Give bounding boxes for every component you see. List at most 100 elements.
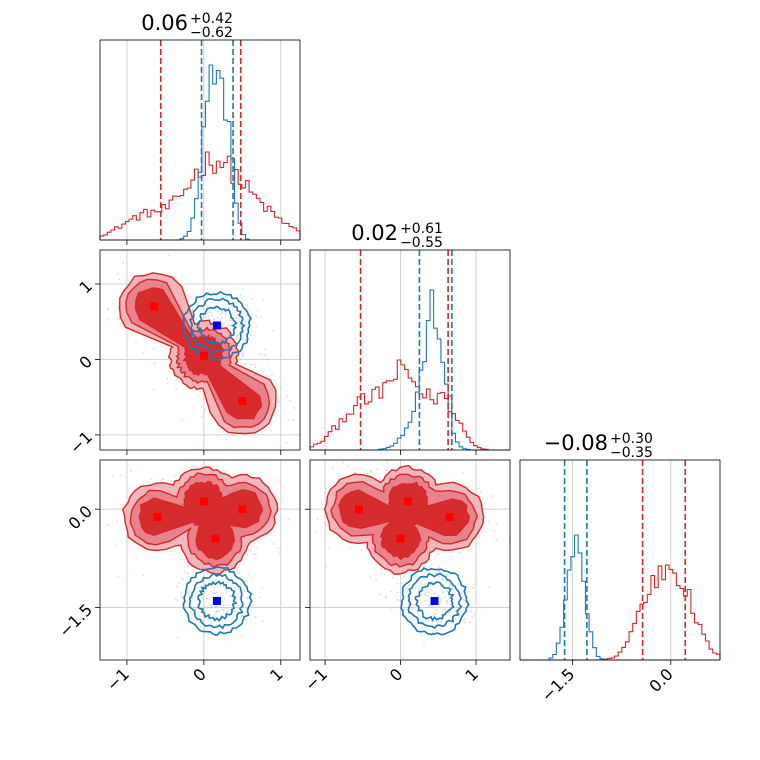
sample-point bbox=[407, 583, 410, 586]
sample-point bbox=[166, 382, 169, 384]
sample-point bbox=[226, 604, 229, 607]
sample-point bbox=[429, 583, 432, 586]
sample-point bbox=[204, 408, 207, 411]
sample-point bbox=[243, 602, 246, 605]
sample-point bbox=[94, 383, 96, 385]
sample-point bbox=[144, 225, 146, 227]
sample-point bbox=[247, 573, 250, 576]
sample-point bbox=[244, 362, 247, 365]
sample-point bbox=[246, 597, 249, 599]
y-tick-label: −1.5 bbox=[55, 600, 96, 641]
sample-point bbox=[211, 606, 213, 609]
sample-point bbox=[219, 313, 222, 316]
sample-point bbox=[262, 299, 265, 301]
sample-point bbox=[420, 594, 423, 597]
red-mode-marker bbox=[199, 351, 208, 360]
x-tick-label: 0.0 bbox=[645, 665, 676, 696]
sample-point bbox=[432, 581, 435, 584]
sample-point bbox=[397, 591, 399, 594]
sample-point bbox=[144, 550, 147, 553]
title-plus: +0.30 bbox=[610, 431, 653, 447]
sample-point bbox=[376, 468, 379, 471]
sample-point bbox=[234, 317, 237, 319]
sample-point bbox=[205, 316, 208, 319]
sample-point bbox=[463, 599, 466, 602]
panel-grid bbox=[126, 40, 282, 240]
sample-point bbox=[256, 546, 259, 549]
sample-point bbox=[369, 576, 372, 579]
sample-point bbox=[135, 341, 137, 344]
sample-point bbox=[226, 610, 229, 613]
sample-point bbox=[117, 307, 120, 310]
panel-title: 0.06 +0.42−0.62 bbox=[141, 11, 233, 41]
panel-border bbox=[309, 249, 511, 451]
sample-point bbox=[266, 358, 269, 361]
red-mode-marker bbox=[396, 534, 405, 543]
sample-point bbox=[245, 312, 248, 315]
sample-point bbox=[406, 588, 409, 591]
sample-point bbox=[202, 592, 205, 595]
sample-point bbox=[187, 572, 189, 575]
sample-point bbox=[187, 565, 189, 568]
sample-point bbox=[442, 608, 445, 611]
sample-point bbox=[379, 567, 382, 570]
title-value: 0.02 bbox=[351, 221, 398, 245]
blue-contour bbox=[188, 572, 244, 630]
y-tick-label: 0.0 bbox=[65, 502, 96, 533]
sample-point bbox=[215, 606, 217, 608]
sample-point bbox=[221, 323, 223, 325]
sample-point bbox=[170, 550, 172, 553]
sample-point bbox=[457, 593, 459, 596]
sample-point bbox=[224, 471, 227, 473]
sample-point bbox=[250, 549, 253, 552]
sample-point bbox=[451, 588, 453, 590]
sample-point bbox=[239, 358, 242, 360]
sample-point bbox=[423, 578, 426, 581]
sample-point bbox=[225, 591, 228, 594]
sample-point bbox=[438, 570, 441, 573]
sample-point bbox=[207, 315, 210, 318]
sample-point bbox=[217, 583, 220, 585]
sample-point bbox=[162, 478, 165, 481]
sample-point bbox=[429, 604, 432, 607]
sample-point bbox=[122, 262, 124, 265]
sample-point bbox=[442, 591, 444, 593]
sample-point bbox=[514, 472, 516, 474]
sample-point bbox=[349, 547, 352, 550]
sample-point bbox=[443, 583, 445, 586]
x-tick-label: 1 bbox=[461, 665, 482, 686]
blue-mode-marker bbox=[212, 596, 221, 605]
sample-point bbox=[485, 606, 488, 609]
title-minus: −0.35 bbox=[610, 445, 653, 461]
sample-point bbox=[473, 583, 476, 585]
sample-point bbox=[337, 475, 340, 478]
sample-point bbox=[176, 585, 178, 588]
sample-point bbox=[209, 606, 212, 609]
sample-point bbox=[215, 591, 218, 594]
sample-point bbox=[390, 609, 393, 611]
sample-point bbox=[448, 611, 450, 613]
blue-contour bbox=[197, 580, 238, 622]
sample-point bbox=[228, 595, 231, 597]
sample-point bbox=[232, 610, 235, 613]
title-value: 0.06 bbox=[141, 11, 188, 35]
sample-point bbox=[202, 605, 205, 608]
sample-point bbox=[385, 596, 388, 599]
sample-point bbox=[57, 560, 59, 562]
sample-point bbox=[195, 318, 198, 320]
sample-point bbox=[250, 578, 253, 581]
sample-point bbox=[209, 604, 212, 607]
sample-point bbox=[466, 610, 469, 613]
sample-point bbox=[441, 561, 444, 564]
sample-point bbox=[152, 348, 155, 350]
sample-point bbox=[253, 553, 255, 556]
sample-point bbox=[324, 566, 327, 569]
sample-point bbox=[438, 565, 440, 568]
sample-point bbox=[118, 317, 121, 320]
histogram-step bbox=[310, 289, 510, 451]
sample-point bbox=[279, 387, 282, 389]
sample-point bbox=[390, 590, 393, 593]
sample-point bbox=[208, 311, 211, 313]
sample-point bbox=[236, 334, 239, 337]
